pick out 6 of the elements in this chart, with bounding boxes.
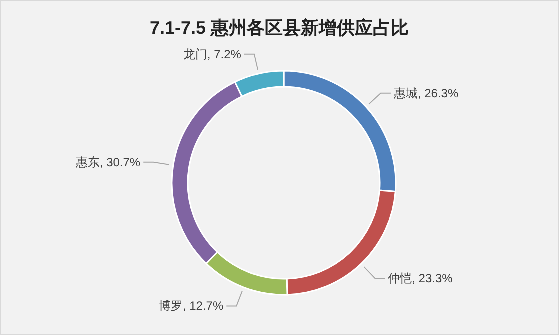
slice-label: 惠东, 30.7% — [74, 155, 141, 170]
slice-label: 惠城, 26.3% — [392, 86, 459, 100]
chart-title: 7.1-7.5 惠州各区县新增供应占比 — [150, 18, 410, 38]
slice-label: 龙门, 7.2% — [183, 47, 242, 62]
slice-label: 博罗, 12.7% — [158, 299, 224, 314]
slice-label: 仲恺, 23.3% — [388, 272, 454, 286]
